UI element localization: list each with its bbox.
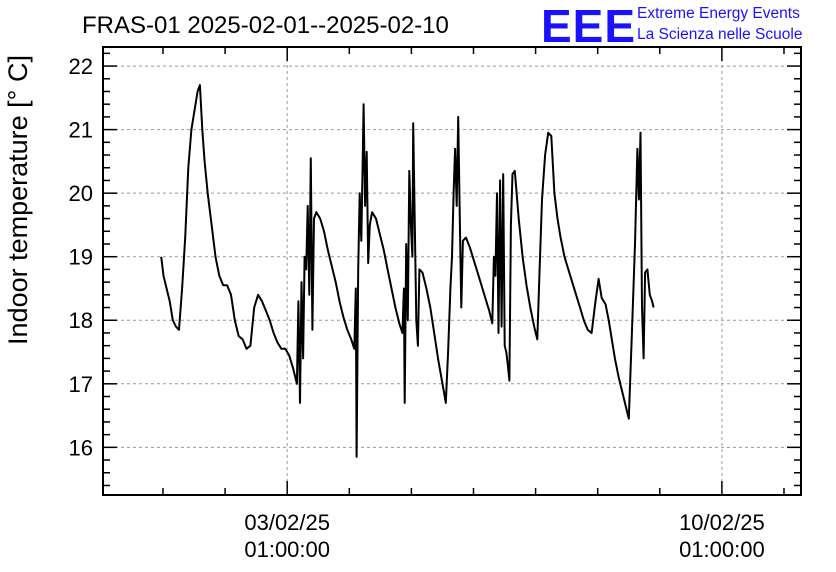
logo-line-1: Extreme Energy Events — [637, 5, 800, 22]
x-tick-date: 10/02/25 — [679, 510, 765, 535]
series-line — [160, 84, 655, 458]
x-tick-time: 01:00:00 — [244, 537, 330, 562]
x-tick-date: 03/02/25 — [244, 510, 330, 535]
eee-logo: EEE Extreme Energy Events La Scienza nel… — [541, 0, 802, 52]
y-tick-label: 17 — [69, 372, 93, 397]
y-tick-label: 18 — [69, 308, 93, 333]
y-tick-label: 22 — [69, 54, 93, 79]
tick-labels: 1617181920212203/02/2501:00:0010/02/2501… — [69, 54, 765, 562]
y-tick-label: 20 — [69, 181, 93, 206]
series-layer — [160, 84, 655, 458]
y-axis-label: Indoor temperature [° C] — [3, 55, 33, 345]
x-tick-time: 01:00:00 — [679, 537, 765, 562]
axes — [102, 46, 802, 496]
y-tick-label: 16 — [69, 435, 93, 460]
chart-title: FRAS-01 2025-02-01--2025-02-10 — [82, 12, 449, 39]
y-tick-label: 19 — [69, 245, 93, 270]
plot-frame — [102, 46, 802, 496]
y-tick-label: 21 — [69, 118, 93, 143]
logo-letters: EEE — [541, 0, 636, 52]
logo-line-2: La Scienza nelle Scuole — [637, 26, 802, 43]
